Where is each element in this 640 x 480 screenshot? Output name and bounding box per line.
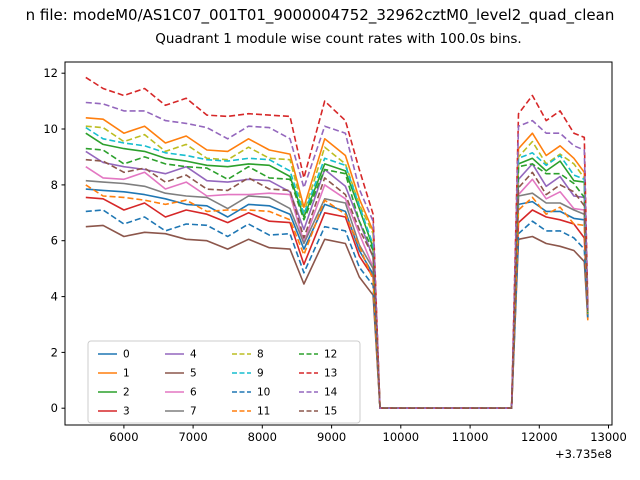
x-tick-label: 9000 (317, 430, 346, 444)
x-tick-label: 8000 (248, 430, 277, 444)
y-axis-ticks: 0 2 4 6 8 10 12 (43, 66, 65, 415)
legend-label: 15 (324, 406, 337, 418)
figure-suptitle-text: n file: modeM0/AS1C07_001T01_9000004752_… (25, 6, 615, 24)
legend-item-0: 0 (98, 349, 130, 361)
y-tick-label: 2 (51, 345, 58, 359)
legend-item-9: 9 (232, 368, 264, 380)
x-tick-label: 6000 (109, 430, 138, 444)
x-axis-ticks: 6000 7000 8000 9000 10000 11000 12000 13000 (109, 425, 627, 444)
series-line-13 (85, 76, 589, 410)
y-tick-label: 10 (43, 122, 58, 136)
legend-label: 8 (257, 349, 264, 361)
series-line-10 (85, 209, 589, 410)
legend-item-3: 3 (98, 406, 130, 418)
series-line-11 (85, 184, 589, 410)
legend-label: 4 (190, 349, 197, 361)
legend-label: 5 (190, 368, 197, 380)
y-tick-label: 4 (51, 290, 58, 304)
legend-label: 10 (257, 387, 270, 399)
legend-item-10: 10 (232, 387, 270, 399)
x-tick-label: 10000 (383, 430, 420, 444)
series-line-2 (85, 132, 589, 410)
x-tick-label: 7000 (178, 430, 207, 444)
legend-item-11: 11 (232, 406, 270, 418)
series-line-8 (85, 125, 589, 410)
legend-item-15: 15 (299, 406, 337, 418)
legend-label: 6 (190, 387, 197, 399)
legend-label: 3 (123, 406, 130, 418)
x-tick-label: 11000 (452, 430, 489, 444)
series-line-0 (85, 188, 589, 410)
legend-item-12: 12 (299, 349, 337, 361)
legend-label: 9 (257, 368, 264, 380)
y-tick-label: 6 (51, 234, 58, 248)
figure-suptitle: n file: modeM0/AS1C07_001T01_9000004752_… (0, 6, 640, 26)
legend-item-14: 14 (299, 387, 338, 399)
legend-label: 11 (257, 406, 270, 418)
legend-item-4: 4 (165, 349, 197, 361)
legend-label: 12 (324, 349, 337, 361)
legend-label: 1 (123, 368, 130, 380)
x-axis-offset-label: +3.735e8 (555, 447, 612, 461)
legend-item-7: 7 (165, 406, 197, 418)
series-line-9 (85, 126, 589, 410)
legend-item-1: 1 (98, 368, 130, 380)
legend-label: 0 (123, 349, 130, 361)
legend-item-2: 2 (98, 387, 130, 399)
legend-item-6: 6 (165, 387, 197, 399)
x-tick-label: 13000 (590, 430, 627, 444)
legend-item-8: 8 (232, 349, 264, 361)
series-line-3 (85, 196, 589, 410)
series-line-6 (85, 166, 589, 410)
series-line-1 (85, 117, 589, 410)
legend-label: 2 (123, 387, 130, 399)
series-line-5 (85, 224, 589, 410)
axes-title: Quadrant 1 module wise count rates with … (155, 31, 522, 47)
series-line-12 (85, 147, 589, 410)
y-tick-label: 8 (51, 178, 58, 192)
legend-label: 7 (190, 406, 197, 418)
series-lines (85, 76, 589, 410)
y-tick-label: 0 (51, 401, 58, 415)
axes-frame (64, 61, 613, 426)
legend-item-13: 13 (299, 368, 337, 380)
x-tick-label: 12000 (521, 430, 558, 444)
legend-label: 13 (324, 368, 337, 380)
series-line-14 (85, 101, 589, 410)
legend-label: 14 (324, 387, 338, 399)
series-line-7 (85, 179, 589, 410)
series-line-15 (85, 158, 589, 410)
y-tick-label: 12 (43, 66, 58, 80)
legend-item-5: 5 (165, 368, 197, 380)
